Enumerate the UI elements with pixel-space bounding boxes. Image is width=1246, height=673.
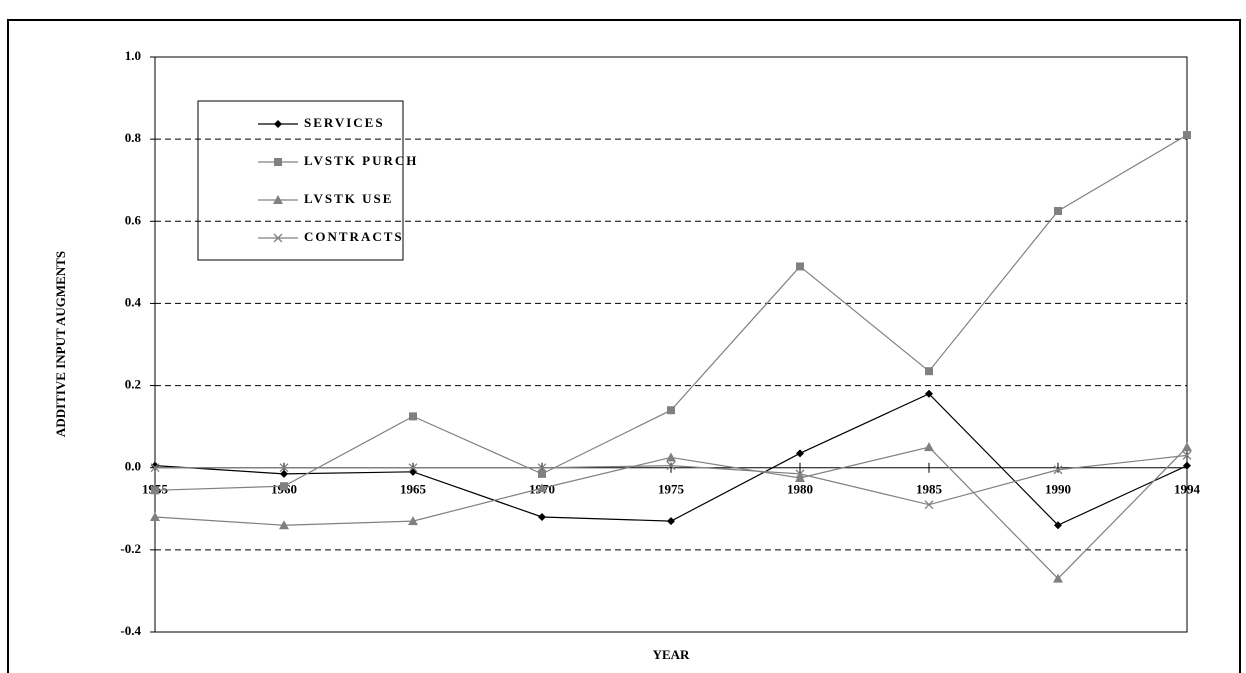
x-tick-label: 1965 — [400, 482, 427, 497]
y-tick-label: 1.0 — [125, 48, 141, 63]
point — [280, 469, 288, 478]
point — [538, 513, 546, 521]
point — [151, 486, 159, 495]
legend-label: CONTRACTS — [304, 229, 404, 244]
point — [1182, 450, 1192, 460]
point — [1183, 461, 1191, 470]
point — [667, 406, 675, 415]
point — [795, 469, 805, 479]
x-tick-label: 1990 — [1045, 482, 1071, 497]
x-tick-label: 1985 — [916, 482, 943, 497]
point — [666, 461, 676, 471]
legend-label: LVSTK USE — [304, 191, 393, 206]
point — [1053, 573, 1063, 583]
point — [796, 449, 804, 458]
point — [537, 463, 547, 473]
point — [150, 463, 160, 473]
x-tick-label: 1975 — [658, 482, 685, 497]
y-axis-label: ADDITIVE INPUT AUGMENTS — [53, 251, 68, 437]
y-tick-label: 0.2 — [125, 377, 141, 392]
y-tick-label: -0.2 — [120, 541, 141, 556]
point — [925, 389, 933, 398]
point — [538, 469, 546, 478]
x-tick-label: 1980 — [787, 482, 813, 497]
legend-marker — [273, 233, 283, 243]
y-tick-label: 0.6 — [125, 212, 142, 227]
legend-marker — [274, 158, 282, 166]
legend-marker — [274, 120, 282, 128]
point — [408, 463, 418, 473]
point — [279, 520, 289, 530]
point — [667, 517, 675, 526]
legend-marker — [273, 195, 283, 204]
point — [796, 262, 804, 271]
point — [1053, 465, 1063, 475]
point — [1182, 442, 1192, 452]
legend-label: LVSTK PURCH — [304, 153, 418, 168]
x-axis-label: YEAR — [653, 647, 690, 662]
point — [408, 516, 418, 526]
legend — [197, 100, 404, 261]
point — [280, 482, 288, 491]
point — [409, 412, 417, 421]
point — [666, 452, 676, 462]
y-tick-label: -0.4 — [120, 623, 141, 638]
point — [924, 442, 934, 452]
frame — [7, 19, 1241, 673]
point — [537, 483, 547, 493]
legend-label: SERVICES — [304, 115, 385, 130]
x-tick-label: 1994 — [1174, 482, 1201, 497]
point — [924, 500, 934, 510]
point — [1054, 207, 1062, 216]
point — [1183, 131, 1191, 140]
y-tick-label: 0.0 — [125, 459, 141, 474]
y-tick-label: 0.8 — [125, 130, 142, 145]
point — [1054, 521, 1062, 530]
point — [409, 467, 417, 476]
y-tick-label: 0.4 — [125, 294, 142, 309]
point — [925, 367, 933, 376]
point — [279, 463, 289, 473]
point — [150, 512, 160, 521]
point — [795, 472, 805, 482]
plot-area — [154, 56, 1188, 633]
